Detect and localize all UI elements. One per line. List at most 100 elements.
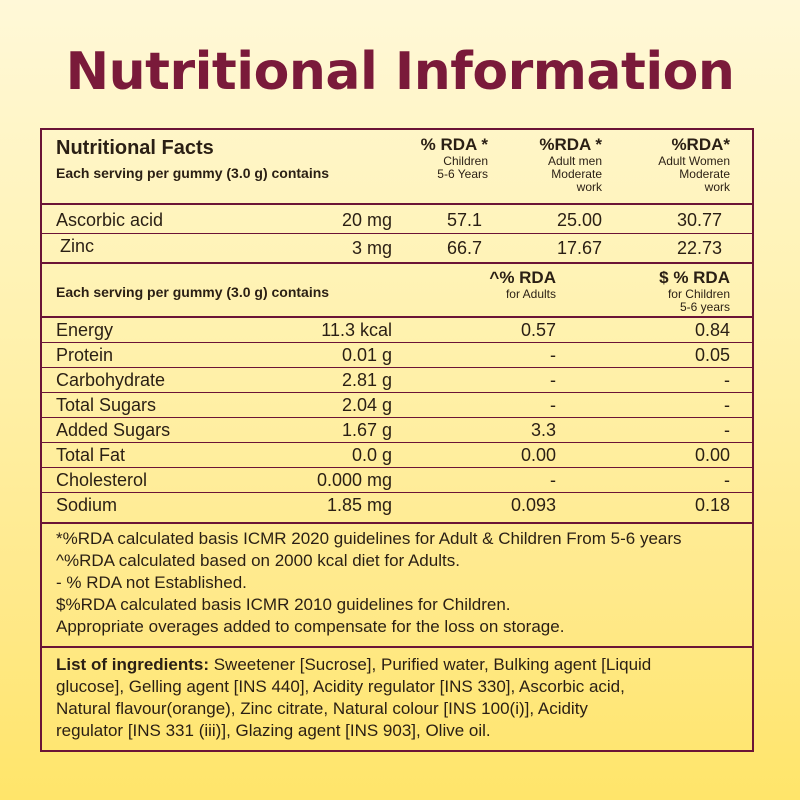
nutrition-panel: Nutritional Facts Each serving per gummy… [40, 128, 754, 752]
rda-children: 0.00 [694, 445, 730, 465]
table-row: Ascorbic acid 20 mg 57.1 25.00 30.77 [42, 208, 752, 233]
nutrient-name: Total Fat [56, 445, 126, 465]
col-header-sub: 5-6 years [679, 300, 730, 314]
rda-adults: 3.3 [530, 420, 556, 440]
col-header-adult-men: %RDA * Adult men Moderate work [490, 135, 602, 194]
footnotes: *%RDA calculated basis ICMR 2020 guideli… [56, 528, 746, 638]
table-row: Carbohydrate 2.81 g - - [42, 368, 752, 393]
col-header-sub: Moderate [679, 167, 730, 181]
col-header-sub: work [704, 180, 730, 194]
page-title: Nutritional Information [65, 42, 735, 102]
table-row: Sodium 1.85 mg 0.093 0.18 [42, 493, 752, 518]
ingredients-line: Natural flavour(orange), Zinc citrate, N… [56, 699, 588, 718]
row-divider [42, 492, 752, 493]
col-header-adult-women: %RDA* Adult Women Moderate work [622, 135, 730, 194]
ingredients-line: List of ingredients: Sweetener [Sucrose]… [56, 654, 746, 676]
divider [42, 262, 752, 264]
rda-children: 57.1 [446, 210, 482, 230]
rda-adults: - [550, 470, 556, 490]
nutrient-name: Ascorbic acid [56, 210, 164, 230]
table-row: Zinc 3 mg 66.7 17.67 22.73 [42, 234, 752, 259]
col-header-sub: Adult Women [658, 154, 730, 168]
rda-children: 0.18 [694, 495, 730, 515]
table-row: Protein 0.01 g - 0.05 [42, 343, 752, 368]
section2-header: Each serving per gummy (3.0 g) contains … [42, 264, 752, 316]
nutritional-facts-heading: Nutritional Facts [56, 137, 214, 159]
nutrient-amount: 0.0 g [351, 445, 392, 465]
ingredients: List of ingredients: Sweetener [Sucrose]… [56, 654, 746, 742]
col-header-title: %RDA * [539, 135, 602, 154]
section1-header: Nutritional Facts Each serving per gummy… [42, 130, 752, 202]
col-header-title: % RDA * [420, 135, 488, 154]
table-row: Energy 11.3 kcal 0.57 0.84 [42, 318, 752, 343]
rda-adults: 0.00 [520, 445, 556, 465]
nutrient-amount: 11.3 kcal [321, 320, 392, 340]
rda-children: 0.84 [694, 320, 730, 340]
nutrient-name: Sodium [56, 495, 118, 515]
col-header-title: %RDA* [671, 135, 730, 154]
nutrient-name: Protein [56, 345, 114, 365]
rda-adults: 0.57 [520, 320, 556, 340]
rda-adults: - [550, 370, 556, 390]
table-row: Added Sugars 1.67 g 3.3 - [42, 418, 752, 443]
nutrient-amount: 0.000 mg [316, 470, 392, 490]
row-divider [42, 367, 752, 368]
nutrient-name: Cholesterol [56, 470, 148, 490]
col-header-children: % RDA * Children 5-6 Years [372, 135, 488, 181]
table-row: Total Fat 0.0 g 0.00 0.00 [42, 443, 752, 468]
rda-adults: 0.093 [510, 495, 556, 515]
rda-adults: - [550, 345, 556, 365]
col-header-rda-adults: ^% RDA for Adults [442, 268, 556, 301]
divider [42, 316, 752, 318]
ingredients-label: List of ingredients: [56, 655, 209, 674]
col-header-sub: work [576, 180, 602, 194]
ingredients-line: glucose], Gelling agent [INS 440], Acidi… [56, 677, 625, 696]
rda-adults: - [550, 395, 556, 415]
ingredients-text: Sweetener [Sucrose], Purified water, Bul… [209, 655, 652, 674]
divider [42, 646, 752, 648]
nutrient-name: Total Sugars [56, 395, 157, 415]
row-divider [42, 233, 752, 234]
nutrient-name: Carbohydrate [56, 370, 166, 390]
ingredients-line: regulator [INS 331 (iii)], Glazing agent… [56, 721, 491, 740]
divider [42, 203, 752, 205]
table-row: Cholesterol 0.000 mg - - [42, 468, 752, 493]
nutrient-amount: 0.01 g [341, 345, 392, 365]
nutrient-name: Zinc [60, 236, 95, 256]
footnote: ^%RDA calculated based on 2000 kcal diet… [56, 551, 460, 570]
col-header-title: $ % RDA [659, 268, 730, 287]
footnote: - % RDA not Established. [56, 573, 247, 592]
nutrient-amount: 2.81 g [341, 370, 392, 390]
rda-children: - [724, 470, 730, 490]
table-row: Total Sugars 2.04 g - - [42, 393, 752, 418]
row-divider [42, 467, 752, 468]
rda-adult-men: 25.00 [556, 210, 602, 230]
rda-children: - [724, 420, 730, 440]
footnote: $%RDA calculated basis ICMR 2010 guideli… [56, 595, 511, 614]
col-header-title: ^% RDA [489, 268, 556, 287]
nutrient-amount: 2.04 g [341, 395, 392, 415]
row-divider [42, 392, 752, 393]
footnote: *%RDA calculated basis ICMR 2020 guideli… [56, 529, 682, 548]
divider [42, 522, 752, 524]
nutrient-amount: 3 mg [351, 238, 392, 258]
rda-adult-women: 30.77 [676, 210, 722, 230]
nutrient-amount: 20 mg [341, 210, 392, 230]
nutrient-name: Added Sugars [56, 420, 171, 440]
nutrient-amount: 1.85 mg [326, 495, 392, 515]
nutrient-amount: 1.67 g [341, 420, 392, 440]
col-header-sub: Moderate [551, 167, 602, 181]
col-header-sub: Children [443, 154, 488, 168]
rda-adult-men: 17.67 [556, 238, 602, 258]
row-divider [42, 442, 752, 443]
col-header-sub: 5-6 Years [437, 167, 488, 181]
rda-children: 66.7 [446, 238, 482, 258]
row-divider [42, 417, 752, 418]
serving-subheading: Each serving per gummy (3.0 g) contains [56, 165, 330, 181]
footnote: Appropriate overages added to compensate… [56, 617, 565, 636]
nutrient-name: Energy [56, 320, 114, 340]
serving-subheading: Each serving per gummy (3.0 g) contains [56, 284, 330, 300]
col-header-rda-children: $ % RDA for Children 5-6 years [602, 268, 730, 314]
col-header-sub: Adult men [547, 154, 602, 168]
col-header-sub: for Children [667, 287, 730, 301]
